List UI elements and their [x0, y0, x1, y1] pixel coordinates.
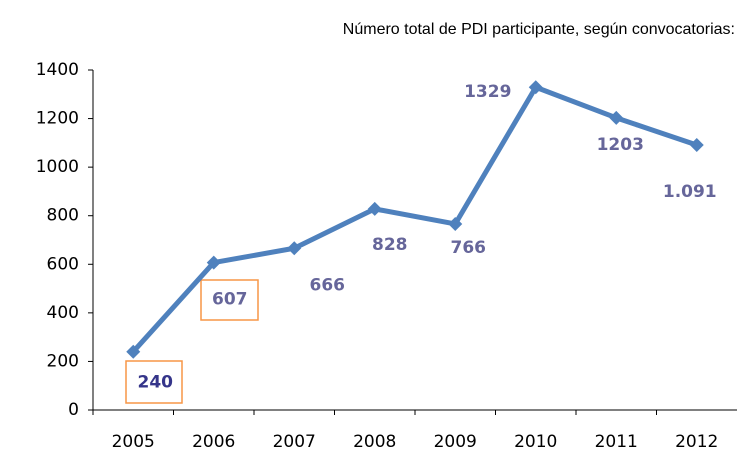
line [131, 84, 698, 354]
x-tick-label: 2008 [353, 432, 396, 452]
y-tick-label: 800 [47, 206, 79, 226]
y-tick-label: 400 [47, 303, 79, 323]
x-tick-label: 2011 [595, 432, 638, 452]
marker [367, 201, 382, 216]
x-tick-label: 2005 [112, 432, 155, 452]
x-tick-label: 2010 [514, 432, 557, 452]
x-tick-label: 2007 [273, 432, 316, 452]
chart-title: Número total de PDI participante, según … [343, 21, 735, 38]
data-label: 1.091 [663, 182, 717, 202]
marker [206, 255, 221, 270]
y-tick-label: 1000 [36, 157, 79, 177]
x-tick-label: 2009 [434, 432, 477, 452]
data-label: 766 [451, 238, 487, 258]
data-label: 666 [310, 275, 346, 295]
y-tick-label: 0 [68, 400, 79, 420]
marker [528, 80, 543, 95]
y-tick-label: 600 [47, 254, 79, 274]
y-tick-label: 200 [47, 351, 79, 371]
data-label: 607 [212, 290, 248, 310]
y-tick-label: 1200 [36, 109, 79, 129]
data-label: 828 [372, 235, 408, 255]
data-label: 1203 [597, 135, 644, 155]
marker [126, 344, 141, 359]
y-tick-label: 1400 [36, 60, 79, 80]
marker [609, 110, 624, 125]
marker [448, 216, 463, 231]
data-label: 240 [138, 373, 174, 393]
highlight-box [125, 360, 183, 404]
marker [689, 138, 704, 153]
x-tick-label: 2012 [675, 432, 718, 452]
marker [287, 241, 302, 256]
highlight-box [200, 279, 259, 321]
x-tick-label: 2006 [192, 432, 235, 452]
data-label: 1329 [464, 82, 511, 102]
